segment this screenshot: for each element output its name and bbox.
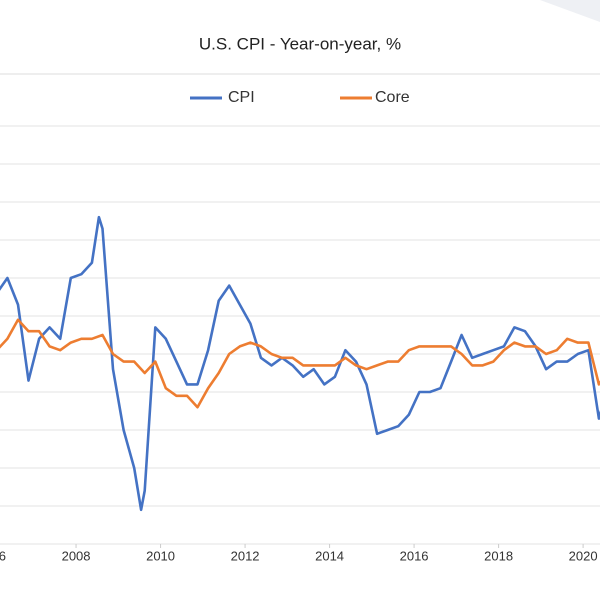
- legend-label: CPI: [228, 89, 255, 106]
- plot: [0, 215, 600, 512]
- x-tick-label: 2006: [0, 548, 6, 563]
- x-tick-label: 2010: [146, 548, 175, 563]
- chart-title: U.S. CPI - Year-on-year, %: [199, 34, 401, 53]
- series-line: [0, 318, 600, 409]
- series-line: [0, 215, 600, 512]
- x-tick-label: 2014: [315, 548, 344, 563]
- labels: -3-2-10123456782006200820102012201420162…: [0, 89, 598, 563]
- x-tick-label: 2008: [62, 548, 91, 563]
- grid: [0, 125, 600, 548]
- legend-label: Core: [375, 89, 410, 106]
- x-tick-label: 2012: [231, 548, 260, 563]
- x-tick-label: 2020: [569, 548, 598, 563]
- x-tick-label: 2016: [400, 548, 429, 563]
- corner-shape: [540, 0, 600, 22]
- x-tick-label: 2018: [484, 548, 513, 563]
